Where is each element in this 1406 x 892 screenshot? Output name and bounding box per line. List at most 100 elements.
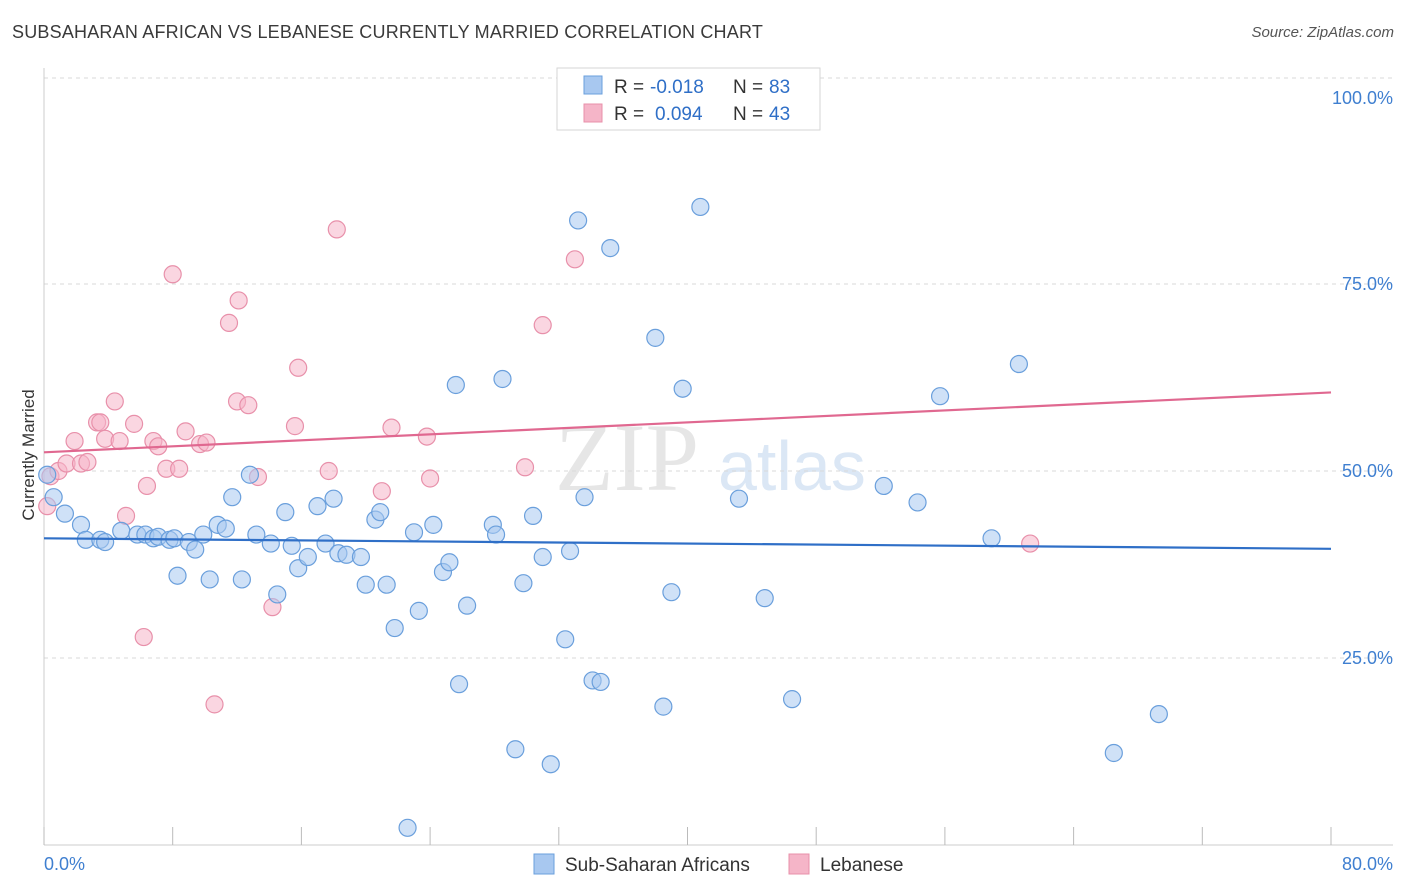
sub-saharan-point [261,534,280,553]
y-tick-labels: 25.0% 50.0% 75.0% 100.0% [1332,88,1393,668]
sub-saharan-point [446,375,465,395]
bottom-legend-label-blue: Sub-Saharan Africans [565,855,750,876]
sub-saharan-point [371,503,390,522]
chart-title: SUBSAHARAN AFRICAN VS LEBANESE CURRENTLY… [12,22,764,42]
sub-saharan-point [654,697,673,716]
sub-saharan-point [729,489,749,508]
gridlines [44,77,1393,659]
legend-n-label-pink: N = [733,104,763,125]
bottom-legend: Sub-Saharan Africans Lebanese [533,853,903,876]
sub-saharan-point [1104,743,1123,763]
lebanese-point [124,414,144,433]
sub-saharan-point [324,489,343,508]
y-tick-label-75: 75.0% [1342,274,1393,294]
lebanese-point [219,313,239,332]
sub-saharan-point [591,672,610,692]
sub-saharan-point [1149,704,1168,724]
sub-saharan-point [112,521,131,540]
lebanese-points [38,220,1040,714]
sub-saharan-trend-line [43,537,1332,550]
source-label: Source: ZipAtlas.com [1251,24,1394,41]
sub-saharan-point [486,525,506,544]
sub-saharan-point [569,211,588,230]
y-tick-label-100: 100.0% [1332,88,1393,108]
legend-r-value-blue: -0.018 [650,77,704,98]
sub-saharan-point [930,387,950,406]
lebanese-point [533,316,552,335]
sub-saharan-point [186,540,205,559]
bottom-legend-label-pink: Lebanese [820,855,903,876]
lebanese-point [163,265,182,284]
sub-saharan-point [673,379,692,398]
sub-saharan-point [541,755,560,774]
sub-saharan-point [168,566,187,585]
lebanese-point [327,220,346,239]
lebanese-point [78,452,97,472]
bottom-legend-swatch-blue [533,853,555,875]
sub-saharan-point [247,525,266,544]
sub-saharan-point [1009,354,1029,374]
legend-n-value-pink: 43 [769,104,790,125]
sub-saharan-point [404,523,424,542]
lebanese-point [229,291,248,310]
sub-saharan-point [232,570,251,589]
y-axis-label: Currently Married [19,389,38,520]
sub-saharan-point [556,630,575,649]
lebanese-point [137,476,157,496]
sub-saharan-point [409,601,428,620]
lebanese-point [197,433,216,452]
sub-saharan-point [560,541,580,561]
sub-saharan-point [398,818,417,837]
sub-saharan-point [282,536,301,555]
legend-r-value-pink: 0.094 [655,104,703,125]
sub-saharan-point [908,493,927,512]
sub-saharan-point [440,553,459,572]
sub-saharan-point [385,618,404,638]
lebanese-point [319,461,338,481]
sub-saharan-point [646,328,665,347]
sub-saharan-point [575,488,594,507]
lebanese-point [239,396,258,415]
sub-saharan-point [523,506,543,525]
lebanese-trend-line [43,391,1332,454]
legend-n-value-blue: 83 [769,77,790,98]
sub-saharan-point [874,476,893,496]
lebanese-point [417,427,436,446]
lebanese-point [105,392,124,411]
lebanese-point [421,469,440,488]
sub-saharan-point [96,532,115,552]
lebanese-point [1021,534,1040,553]
lebanese-point [382,418,401,437]
legend-r-label-blue: R = [614,77,644,98]
y-tick-label-50: 50.0% [1342,461,1393,481]
x-tick-label-max: 80.0% [1342,854,1393,874]
legend-r-label-pink: R = [614,104,644,125]
lebanese-point [65,431,84,451]
sub-saharan-point [782,690,802,709]
lebanese-point [372,482,391,501]
sub-saharan-point [268,585,287,604]
legend-swatch-pink [583,103,603,123]
sub-saharan-points [38,197,1168,837]
bottom-legend-swatch-pink [788,853,810,875]
top-legend: R = -0.018 N = 83 R = 0.094 N = 43 [556,67,821,131]
sub-saharan-point [200,570,219,589]
sub-saharan-point [316,534,335,553]
sub-saharan-point [351,547,371,567]
sub-saharan-point [240,465,260,484]
sub-saharan-point [493,369,512,389]
lebanese-point [110,431,129,451]
sub-saharan-point [601,238,620,258]
sub-saharan-point [533,547,552,567]
sub-saharan-point [662,583,681,602]
sub-saharan-point [216,519,235,538]
sub-saharan-point [276,503,295,522]
y-tick-label-25: 25.0% [1342,648,1393,668]
trend-lines [43,391,1332,550]
legend-swatch-blue [583,75,603,95]
sub-saharan-point [308,497,327,516]
lebanese-point [285,417,305,436]
lebanese-point [176,422,195,441]
sub-saharan-point [691,197,710,217]
sub-saharan-point [449,675,469,694]
